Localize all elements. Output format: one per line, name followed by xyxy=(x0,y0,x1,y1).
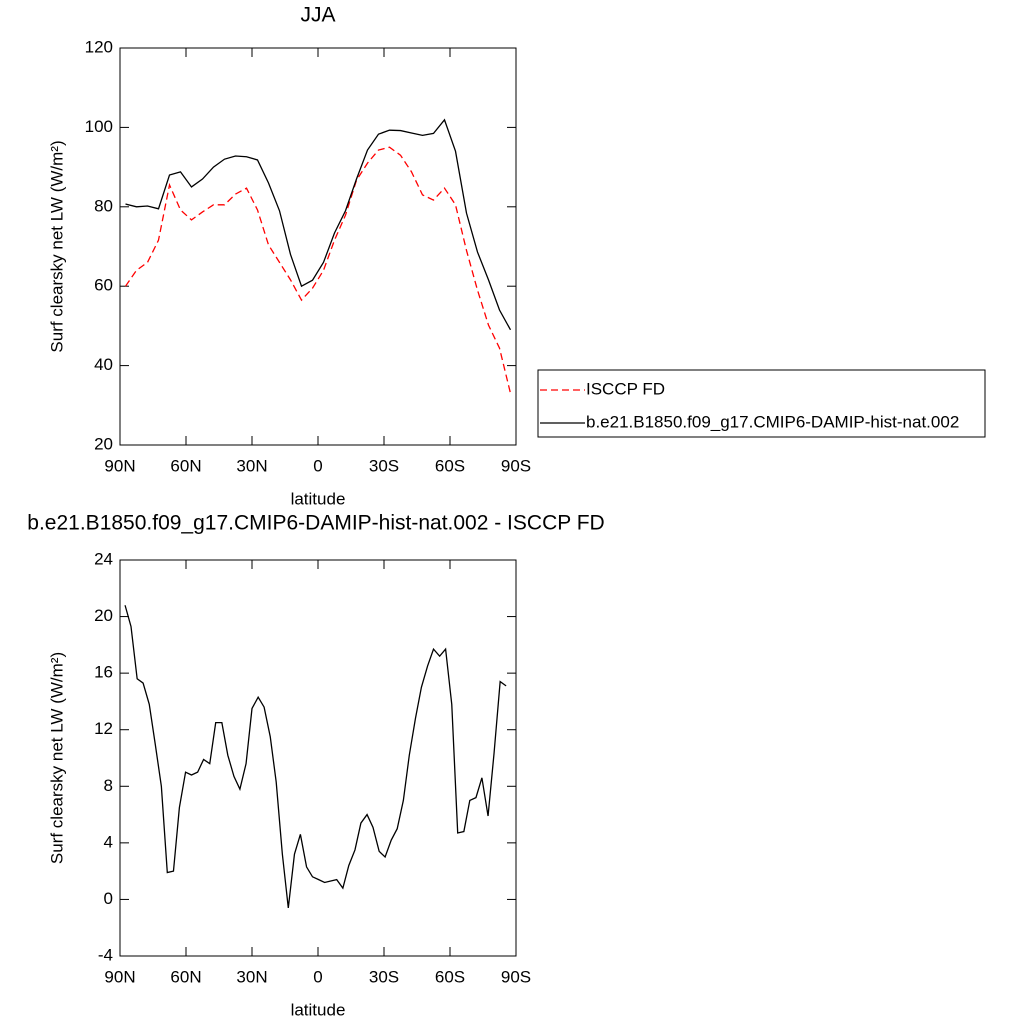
plot-frame xyxy=(119,47,517,446)
x-tick-label: 60N xyxy=(170,456,201,475)
x-tick-label: 90N xyxy=(104,456,135,475)
y-axis-label: Surf clearsky net LW (W/m²) xyxy=(47,652,66,864)
y-tick-label: 8 xyxy=(104,776,113,795)
x-tick-label: 30N xyxy=(236,967,267,986)
y-tick-label: 20 xyxy=(94,434,113,453)
y-tick-label: 100 xyxy=(85,117,113,136)
data-line xyxy=(125,118,512,331)
y-tick-label: 80 xyxy=(94,196,113,215)
x-tick-label: 60S xyxy=(435,456,465,475)
chart-title: b.e21.B1850.f09_g17.CMIP6-DAMIP-hist-nat… xyxy=(27,512,604,535)
x-axis-label: latitude xyxy=(291,489,346,508)
y-tick-label: 4 xyxy=(104,832,113,851)
chart-title: JJA xyxy=(300,4,335,27)
y-tick-label: 12 xyxy=(94,719,113,738)
y-tick-label: 120 xyxy=(85,37,113,56)
x-tick-label: 90N xyxy=(104,967,135,986)
legend-box xyxy=(537,369,986,438)
y-axis-label: Surf clearsky net LW (W/m²) xyxy=(47,140,66,352)
x-tick-label: 30S xyxy=(369,456,399,475)
y-tick-label: 40 xyxy=(94,355,113,374)
y-tick-label: 24 xyxy=(94,549,113,568)
x-tick-label: 90S xyxy=(501,456,531,475)
data-line xyxy=(124,605,507,908)
x-tick-label: 60N xyxy=(170,967,201,986)
y-tick-label: 20 xyxy=(94,606,113,625)
legend: ISCCP FD b.e21.B1850.f09_g17.CMIP6-DAMIP-… xyxy=(537,369,986,438)
x-axis-label: latitude xyxy=(291,1000,346,1019)
data-line xyxy=(124,146,512,394)
y-tick-label: -4 xyxy=(98,945,113,964)
x-tick-label: 0 xyxy=(313,967,322,986)
x-tick-label: 60S xyxy=(435,967,465,986)
x-tick-label: 90S xyxy=(501,967,531,986)
y-tick-label: 0 xyxy=(104,889,113,908)
plot-frame xyxy=(119,559,517,957)
legend-label: ISCCP FD xyxy=(586,379,665,398)
legend-label: b.e21.B1850.f09_g17.CMIP6-DAMIP-hist-nat… xyxy=(586,412,959,431)
x-tick-label: 0 xyxy=(313,456,322,475)
y-tick-label: 60 xyxy=(94,276,113,295)
y-tick-label: 16 xyxy=(94,663,113,682)
x-tick-label: 30N xyxy=(236,456,267,475)
x-tick-label: 30S xyxy=(369,967,399,986)
